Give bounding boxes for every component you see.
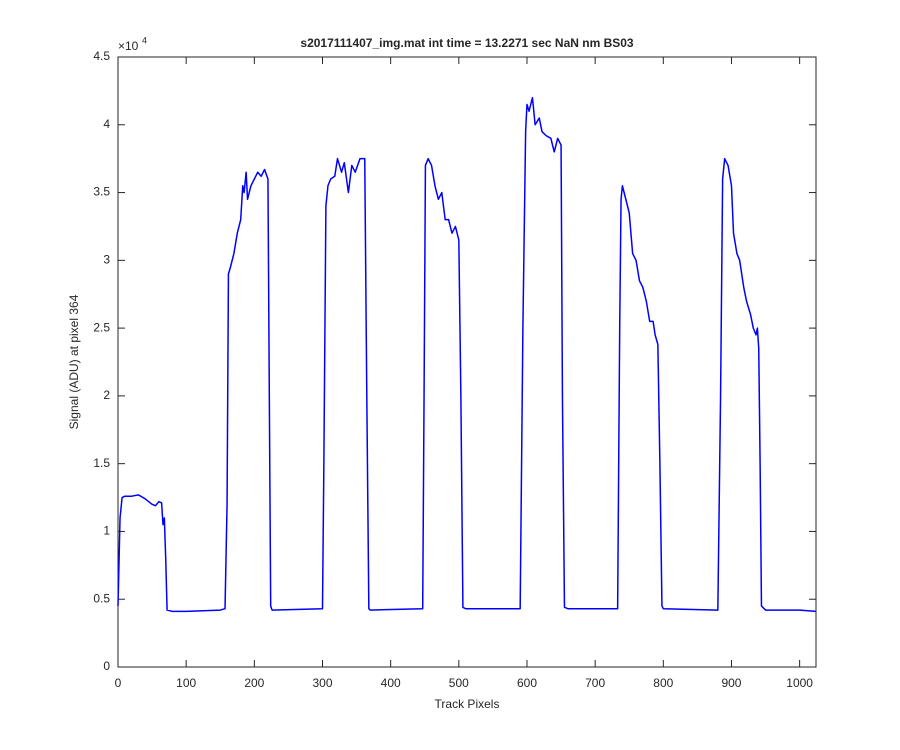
- x-tick-label: 700: [585, 676, 605, 690]
- x-tick-label: 0: [115, 676, 122, 690]
- y-tick-label: 1.5: [93, 456, 110, 470]
- y-tick-label: 0: [103, 659, 110, 673]
- chart-title: s2017111407_img.mat int time = 13.2271 s…: [300, 36, 634, 50]
- x-tick-label: 500: [449, 676, 469, 690]
- x-axis-label: Track Pixels: [435, 697, 500, 711]
- y-tick-label: 3.5: [93, 185, 110, 199]
- x-tick-label: 1000: [786, 676, 813, 690]
- y-tick-label: 1: [103, 524, 110, 538]
- y-axis-label: Signal (ADU) at pixel 364: [67, 294, 81, 429]
- x-tick-label: 400: [381, 676, 401, 690]
- y-tick-label: 2: [103, 388, 110, 402]
- y-multiplier-exponent: 4: [142, 35, 147, 45]
- x-tick-label: 800: [653, 676, 673, 690]
- y-tick-label: 4.5: [93, 49, 110, 63]
- x-tick-label: 100: [176, 676, 196, 690]
- y-tick-label: 0.5: [93, 591, 110, 605]
- x-tick-label: 300: [312, 676, 332, 690]
- x-tick-label: 200: [244, 676, 264, 690]
- y-tick-label: 2.5: [93, 320, 110, 334]
- plot-area: [117, 56, 817, 668]
- y-multiplier: ×10: [118, 39, 139, 53]
- x-tick-label: 600: [517, 676, 537, 690]
- y-tick-label: 3: [103, 253, 110, 267]
- x-tick-label: 900: [721, 676, 741, 690]
- y-tick-label: 4: [103, 117, 110, 131]
- data-line: [117, 96, 817, 613]
